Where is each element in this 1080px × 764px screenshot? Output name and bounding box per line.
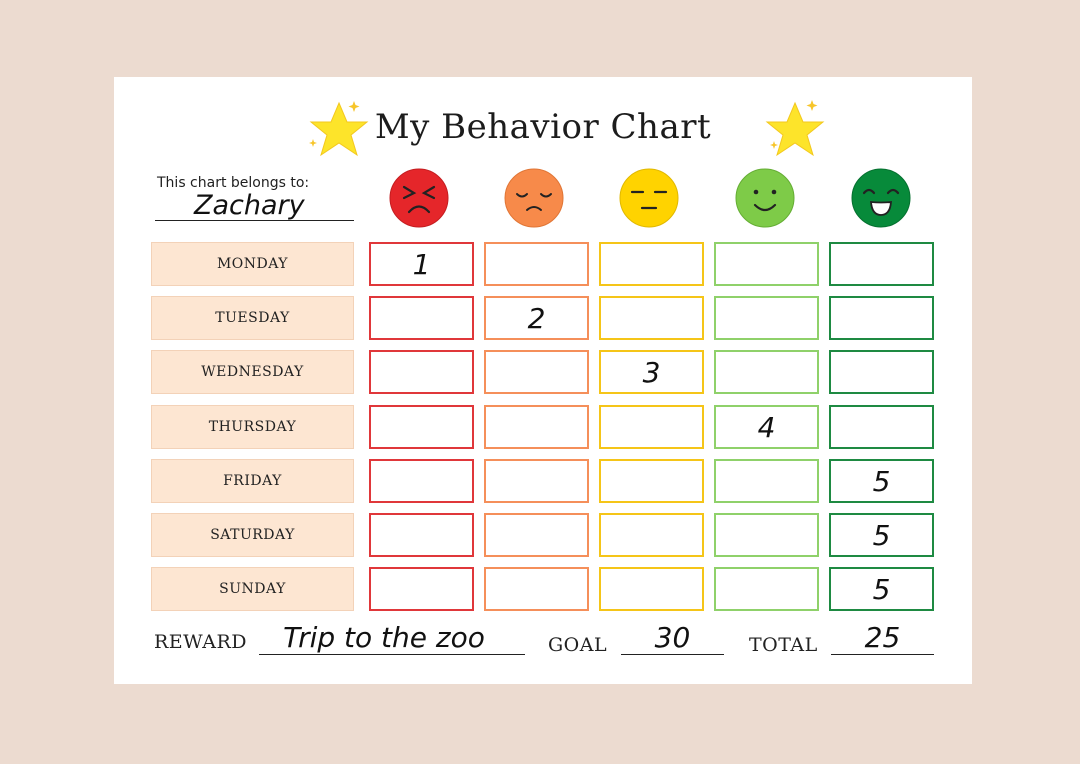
cell-wednesday-neutral[interactable]: 3	[599, 350, 704, 394]
star-left-icon	[309, 101, 369, 157]
cell-friday-angry[interactable]	[369, 459, 474, 503]
cell-sunday-angry[interactable]	[369, 567, 474, 611]
goal-label: GOAL	[548, 634, 608, 656]
smile-face-icon	[735, 168, 795, 228]
cell-monday-sad[interactable]	[484, 242, 589, 286]
cell-saturday-neutral[interactable]	[599, 513, 704, 557]
star-right-icon	[765, 100, 825, 157]
cell-tuesday-smile[interactable]	[714, 296, 819, 340]
neutral-face-icon	[619, 168, 679, 228]
happy-face-icon	[851, 168, 911, 228]
cell-tuesday-neutral[interactable]	[599, 296, 704, 340]
cell-friday-happy[interactable]: 5	[829, 459, 934, 503]
cell-sunday-sad[interactable]	[484, 567, 589, 611]
cell-saturday-happy[interactable]: 5	[829, 513, 934, 557]
cell-sunday-neutral[interactable]	[599, 567, 704, 611]
sad-face-icon	[504, 168, 564, 228]
cell-monday-happy[interactable]	[829, 242, 934, 286]
cell-monday-neutral[interactable]	[599, 242, 704, 286]
cell-monday-angry[interactable]: 1	[369, 242, 474, 286]
cell-saturday-sad[interactable]	[484, 513, 589, 557]
cell-tuesday-happy[interactable]	[829, 296, 934, 340]
day-label-saturday: SATURDAY	[151, 513, 354, 557]
cell-saturday-smile[interactable]	[714, 513, 819, 557]
total-value[interactable]: 25	[864, 621, 901, 654]
total-line	[831, 654, 934, 655]
day-label-sunday: SUNDAY	[151, 567, 354, 611]
cell-wednesday-sad[interactable]	[484, 350, 589, 394]
cell-tuesday-sad[interactable]: 2	[484, 296, 589, 340]
cell-wednesday-happy[interactable]	[829, 350, 934, 394]
reward-label: REWARD	[154, 631, 248, 653]
cell-sunday-happy[interactable]: 5	[829, 567, 934, 611]
day-label-wednesday: WEDNESDAY	[151, 350, 354, 394]
cell-friday-neutral[interactable]	[599, 459, 704, 503]
cell-saturday-angry[interactable]	[369, 513, 474, 557]
cell-thursday-happy[interactable]	[829, 405, 934, 449]
angry-face-icon	[389, 168, 449, 228]
cell-tuesday-angry[interactable]	[369, 296, 474, 340]
day-label-friday: FRIDAY	[151, 459, 354, 503]
page-title: My Behavior Chart	[374, 107, 712, 147]
day-label-tuesday: TUESDAY	[151, 296, 354, 340]
goal-value[interactable]: 30	[654, 621, 691, 654]
belongs-label: This chart belongs to:	[157, 175, 310, 191]
cell-sunday-smile[interactable]	[714, 567, 819, 611]
cell-wednesday-angry[interactable]	[369, 350, 474, 394]
cell-monday-smile[interactable]	[714, 242, 819, 286]
cell-thursday-smile[interactable]: 4	[714, 405, 819, 449]
cell-thursday-angry[interactable]	[369, 405, 474, 449]
day-label-thursday: THURSDAY	[151, 405, 354, 449]
cell-friday-sad[interactable]	[484, 459, 589, 503]
cell-thursday-sad[interactable]	[484, 405, 589, 449]
owner-name-line	[155, 220, 354, 221]
owner-name: Zachary	[194, 190, 305, 221]
cell-thursday-neutral[interactable]	[599, 405, 704, 449]
day-label-monday: MONDAY	[151, 242, 354, 286]
goal-line	[621, 654, 724, 655]
cell-wednesday-smile[interactable]	[714, 350, 819, 394]
behavior-chart-card: My Behavior Chart This chart belongs to:…	[114, 77, 972, 684]
cell-friday-smile[interactable]	[714, 459, 819, 503]
total-label: TOTAL	[749, 634, 818, 656]
reward-value[interactable]: Trip to the zoo	[283, 621, 485, 654]
reward-line	[259, 654, 525, 655]
